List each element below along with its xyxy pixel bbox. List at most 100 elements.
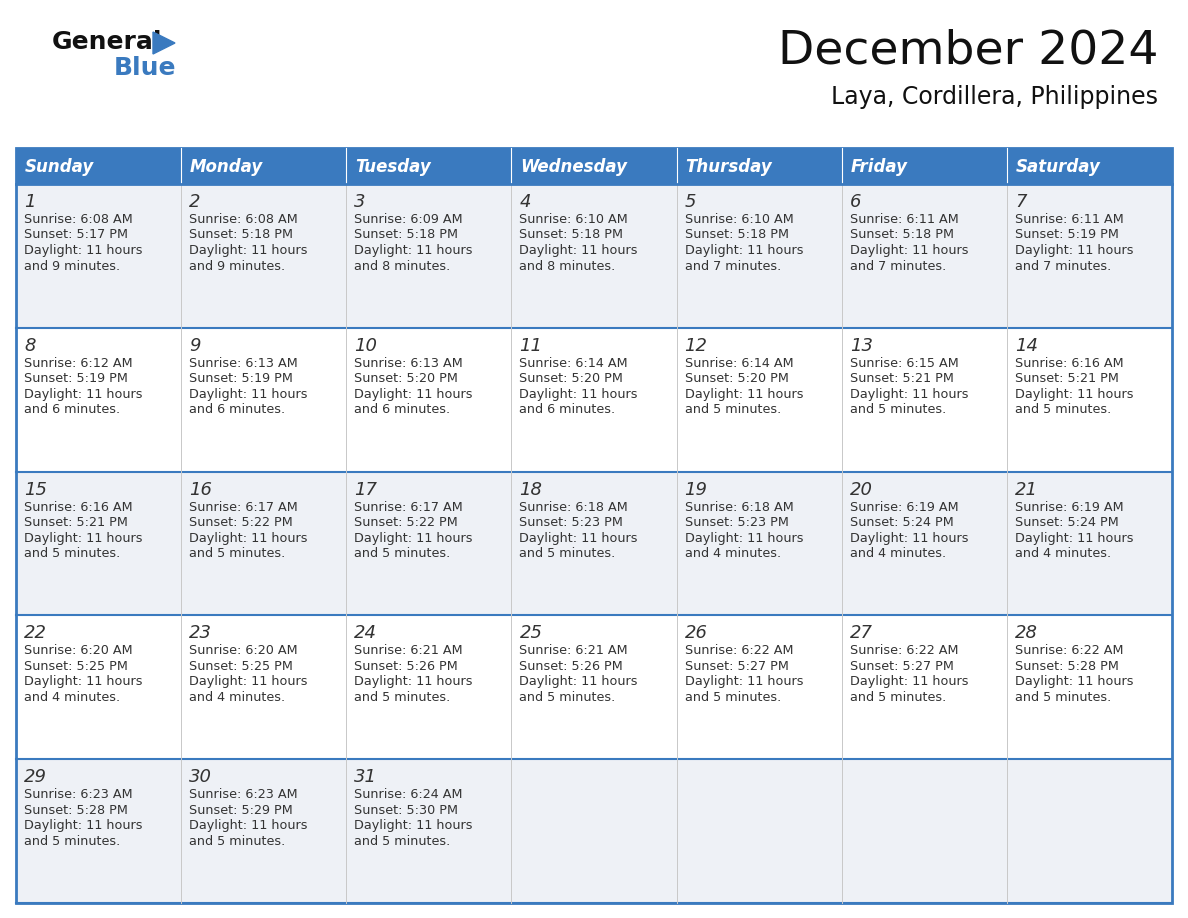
Text: Sunset: 5:20 PM: Sunset: 5:20 PM <box>354 373 459 386</box>
Text: Monday: Monday <box>190 158 264 176</box>
Bar <box>677 184 842 328</box>
Text: Sunrise: 6:11 AM: Sunrise: 6:11 AM <box>849 213 959 226</box>
Text: and 5 minutes.: and 5 minutes. <box>1015 691 1111 704</box>
Bar <box>15 184 181 328</box>
Bar <box>677 328 842 472</box>
Text: Daylight: 11 hours: Daylight: 11 hours <box>519 676 638 688</box>
Bar <box>346 184 511 328</box>
Bar <box>15 759 181 903</box>
Text: Daylight: 11 hours: Daylight: 11 hours <box>849 244 968 257</box>
Bar <box>842 472 1007 615</box>
Text: Sunday: Sunday <box>25 158 94 176</box>
Text: and 5 minutes.: and 5 minutes. <box>354 834 450 847</box>
Text: 28: 28 <box>1015 624 1038 643</box>
Text: 16: 16 <box>189 481 213 498</box>
Bar <box>181 615 346 759</box>
Bar <box>511 615 677 759</box>
Text: Sunset: 5:26 PM: Sunset: 5:26 PM <box>354 660 459 673</box>
Text: Daylight: 11 hours: Daylight: 11 hours <box>354 676 473 688</box>
Text: Daylight: 11 hours: Daylight: 11 hours <box>684 532 803 544</box>
Bar <box>511 184 677 328</box>
Text: and 9 minutes.: and 9 minutes. <box>24 260 120 273</box>
Bar <box>511 472 677 615</box>
Text: and 4 minutes.: and 4 minutes. <box>849 547 946 560</box>
Text: Sunset: 5:17 PM: Sunset: 5:17 PM <box>24 229 128 241</box>
Bar <box>1007 759 1173 903</box>
Text: Daylight: 11 hours: Daylight: 11 hours <box>849 532 968 544</box>
Bar <box>511 759 677 903</box>
Text: Daylight: 11 hours: Daylight: 11 hours <box>684 387 803 401</box>
Text: Sunset: 5:29 PM: Sunset: 5:29 PM <box>189 803 293 817</box>
Text: Sunrise: 6:16 AM: Sunrise: 6:16 AM <box>24 500 133 513</box>
Text: and 4 minutes.: and 4 minutes. <box>1015 547 1111 560</box>
Bar <box>15 472 181 615</box>
Text: 9: 9 <box>189 337 201 354</box>
Bar <box>842 615 1007 759</box>
Text: Wednesday: Wednesday <box>520 158 627 176</box>
Text: Daylight: 11 hours: Daylight: 11 hours <box>189 532 308 544</box>
Text: Sunrise: 6:13 AM: Sunrise: 6:13 AM <box>354 357 463 370</box>
Text: and 5 minutes.: and 5 minutes. <box>849 403 946 416</box>
Bar <box>677 615 842 759</box>
Text: and 4 minutes.: and 4 minutes. <box>189 691 285 704</box>
Bar <box>842 328 1007 472</box>
Text: 11: 11 <box>519 337 543 354</box>
Bar <box>677 759 842 903</box>
Text: 26: 26 <box>684 624 708 643</box>
Text: Sunset: 5:25 PM: Sunset: 5:25 PM <box>24 660 128 673</box>
Text: and 5 minutes.: and 5 minutes. <box>189 834 285 847</box>
Text: Sunrise: 6:21 AM: Sunrise: 6:21 AM <box>519 644 628 657</box>
Text: Daylight: 11 hours: Daylight: 11 hours <box>354 819 473 833</box>
Text: 6: 6 <box>849 193 861 211</box>
Text: Daylight: 11 hours: Daylight: 11 hours <box>189 387 308 401</box>
Text: Sunrise: 6:18 AM: Sunrise: 6:18 AM <box>519 500 628 513</box>
Text: Sunset: 5:19 PM: Sunset: 5:19 PM <box>24 373 128 386</box>
Bar <box>15 615 181 759</box>
Text: December 2024: December 2024 <box>777 28 1158 73</box>
Text: Sunset: 5:24 PM: Sunset: 5:24 PM <box>849 516 954 529</box>
Text: Sunrise: 6:11 AM: Sunrise: 6:11 AM <box>1015 213 1124 226</box>
Text: Sunrise: 6:14 AM: Sunrise: 6:14 AM <box>684 357 794 370</box>
Text: Sunrise: 6:12 AM: Sunrise: 6:12 AM <box>24 357 133 370</box>
Text: 5: 5 <box>684 193 696 211</box>
Text: Sunrise: 6:15 AM: Sunrise: 6:15 AM <box>849 357 959 370</box>
Text: Sunrise: 6:10 AM: Sunrise: 6:10 AM <box>684 213 794 226</box>
Text: Sunrise: 6:18 AM: Sunrise: 6:18 AM <box>684 500 794 513</box>
Bar <box>181 184 346 328</box>
Text: and 6 minutes.: and 6 minutes. <box>189 403 285 416</box>
Text: and 5 minutes.: and 5 minutes. <box>849 691 946 704</box>
Text: 2: 2 <box>189 193 201 211</box>
Text: and 5 minutes.: and 5 minutes. <box>24 834 120 847</box>
Bar <box>346 472 511 615</box>
Text: Daylight: 11 hours: Daylight: 11 hours <box>1015 676 1133 688</box>
Text: Sunrise: 6:23 AM: Sunrise: 6:23 AM <box>189 789 298 801</box>
Bar <box>15 148 1173 903</box>
Text: Sunset: 5:21 PM: Sunset: 5:21 PM <box>1015 373 1119 386</box>
Bar <box>842 184 1007 328</box>
Text: Sunrise: 6:08 AM: Sunrise: 6:08 AM <box>24 213 133 226</box>
Text: and 5 minutes.: and 5 minutes. <box>1015 403 1111 416</box>
Bar <box>346 148 511 184</box>
Text: Sunset: 5:27 PM: Sunset: 5:27 PM <box>684 660 789 673</box>
Text: Sunset: 5:30 PM: Sunset: 5:30 PM <box>354 803 459 817</box>
Bar <box>346 328 511 472</box>
Text: Sunrise: 6:24 AM: Sunrise: 6:24 AM <box>354 789 463 801</box>
Text: Tuesday: Tuesday <box>355 158 431 176</box>
Bar <box>1007 615 1173 759</box>
Text: 10: 10 <box>354 337 378 354</box>
Text: 18: 18 <box>519 481 543 498</box>
Text: and 7 minutes.: and 7 minutes. <box>1015 260 1111 273</box>
Text: and 5 minutes.: and 5 minutes. <box>519 547 615 560</box>
Text: Daylight: 11 hours: Daylight: 11 hours <box>24 244 143 257</box>
Text: Sunrise: 6:19 AM: Sunrise: 6:19 AM <box>849 500 959 513</box>
Text: Friday: Friday <box>851 158 908 176</box>
Text: and 4 minutes.: and 4 minutes. <box>24 691 120 704</box>
Text: 14: 14 <box>1015 337 1038 354</box>
Text: Daylight: 11 hours: Daylight: 11 hours <box>24 532 143 544</box>
Text: 8: 8 <box>24 337 36 354</box>
Bar <box>677 148 842 184</box>
Text: Daylight: 11 hours: Daylight: 11 hours <box>849 387 968 401</box>
Text: 23: 23 <box>189 624 213 643</box>
Text: and 5 minutes.: and 5 minutes. <box>519 691 615 704</box>
Bar <box>842 759 1007 903</box>
